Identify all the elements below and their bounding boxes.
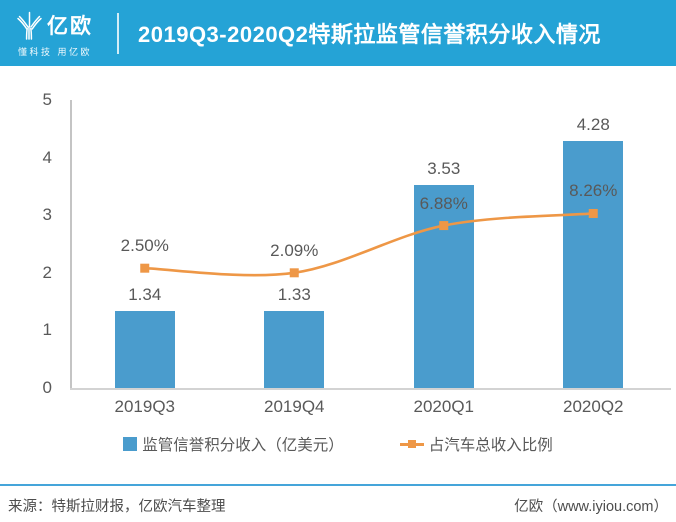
line-marker xyxy=(289,268,299,278)
chart-area: 0 1 2 3 4 5 2019Q3 2019Q4 2020Q1 2020Q2 1.34 1.33 3.… xyxy=(0,66,676,426)
bar-value-label: 4.28 xyxy=(576,115,610,135)
bar xyxy=(413,184,474,388)
chart-legend: 监管信誉积分收入（亿美元） 占汽车总收入比例 xyxy=(0,432,676,456)
bar-value-label: 1.33 xyxy=(277,285,311,305)
iyiou-logo-icon xyxy=(17,11,42,40)
line-point-label: 2.09% xyxy=(270,240,319,260)
x-category-label: 2020Q1 xyxy=(413,397,475,416)
bar-value-label: 1.34 xyxy=(128,284,162,304)
y-tick-label: 3 xyxy=(42,205,52,225)
footer-divider xyxy=(0,484,676,486)
bar xyxy=(563,141,624,388)
bar xyxy=(264,311,325,388)
y-tick-label: 1 xyxy=(42,320,52,340)
header-divider xyxy=(117,13,119,54)
footer-source: 来源：特斯拉财报，亿欧汽车整理 xyxy=(8,499,226,515)
line-marker xyxy=(140,263,150,273)
bar-series-swatch xyxy=(123,437,138,451)
brand-tagline: 懂科技 用亿欧 xyxy=(18,47,93,57)
chart-title: 2019Q3-2020Q2特斯拉监管信誉积分收入情况 xyxy=(138,22,601,47)
line-point-label: 8.26% xyxy=(569,181,618,201)
line-point-label: 2.50% xyxy=(120,236,169,256)
x-category-label: 2019Q3 xyxy=(114,397,176,416)
bar xyxy=(114,310,175,388)
y-tick-label: 0 xyxy=(42,378,52,397)
y-tick-label: 2 xyxy=(42,262,52,282)
line-series-swatch xyxy=(399,439,424,449)
header-banner: 亿欧 懂科技 用亿欧 2019Q3-2020Q2特斯拉监管信誉积分收入情况 xyxy=(0,0,676,66)
legend-item-line-series: 占汽车总收入比例 xyxy=(399,433,553,455)
footer-site: 亿欧（www.iyiou.com） xyxy=(514,499,668,515)
x-axis-line xyxy=(70,388,671,390)
brand-name: 亿欧 xyxy=(47,15,93,38)
bar-series-label: 监管信誉积分收入（亿美元） xyxy=(142,437,344,454)
y-tick-label: 4 xyxy=(42,147,52,167)
legend-item-bar-series: 监管信誉积分收入（亿美元） xyxy=(123,433,344,455)
x-category-label: 2020Q2 xyxy=(563,397,624,416)
bar-value-label: 3.53 xyxy=(427,158,461,178)
brand-logo: 亿欧 懂科技 用亿欧 xyxy=(16,9,112,59)
y-tick-label: 5 xyxy=(42,90,52,109)
y-axis-line xyxy=(70,100,72,388)
line-point-label: 6.88% xyxy=(419,193,468,213)
line-series-label: 占汽车总收入比例 xyxy=(428,437,553,454)
x-category-label: 2019Q4 xyxy=(264,397,325,416)
